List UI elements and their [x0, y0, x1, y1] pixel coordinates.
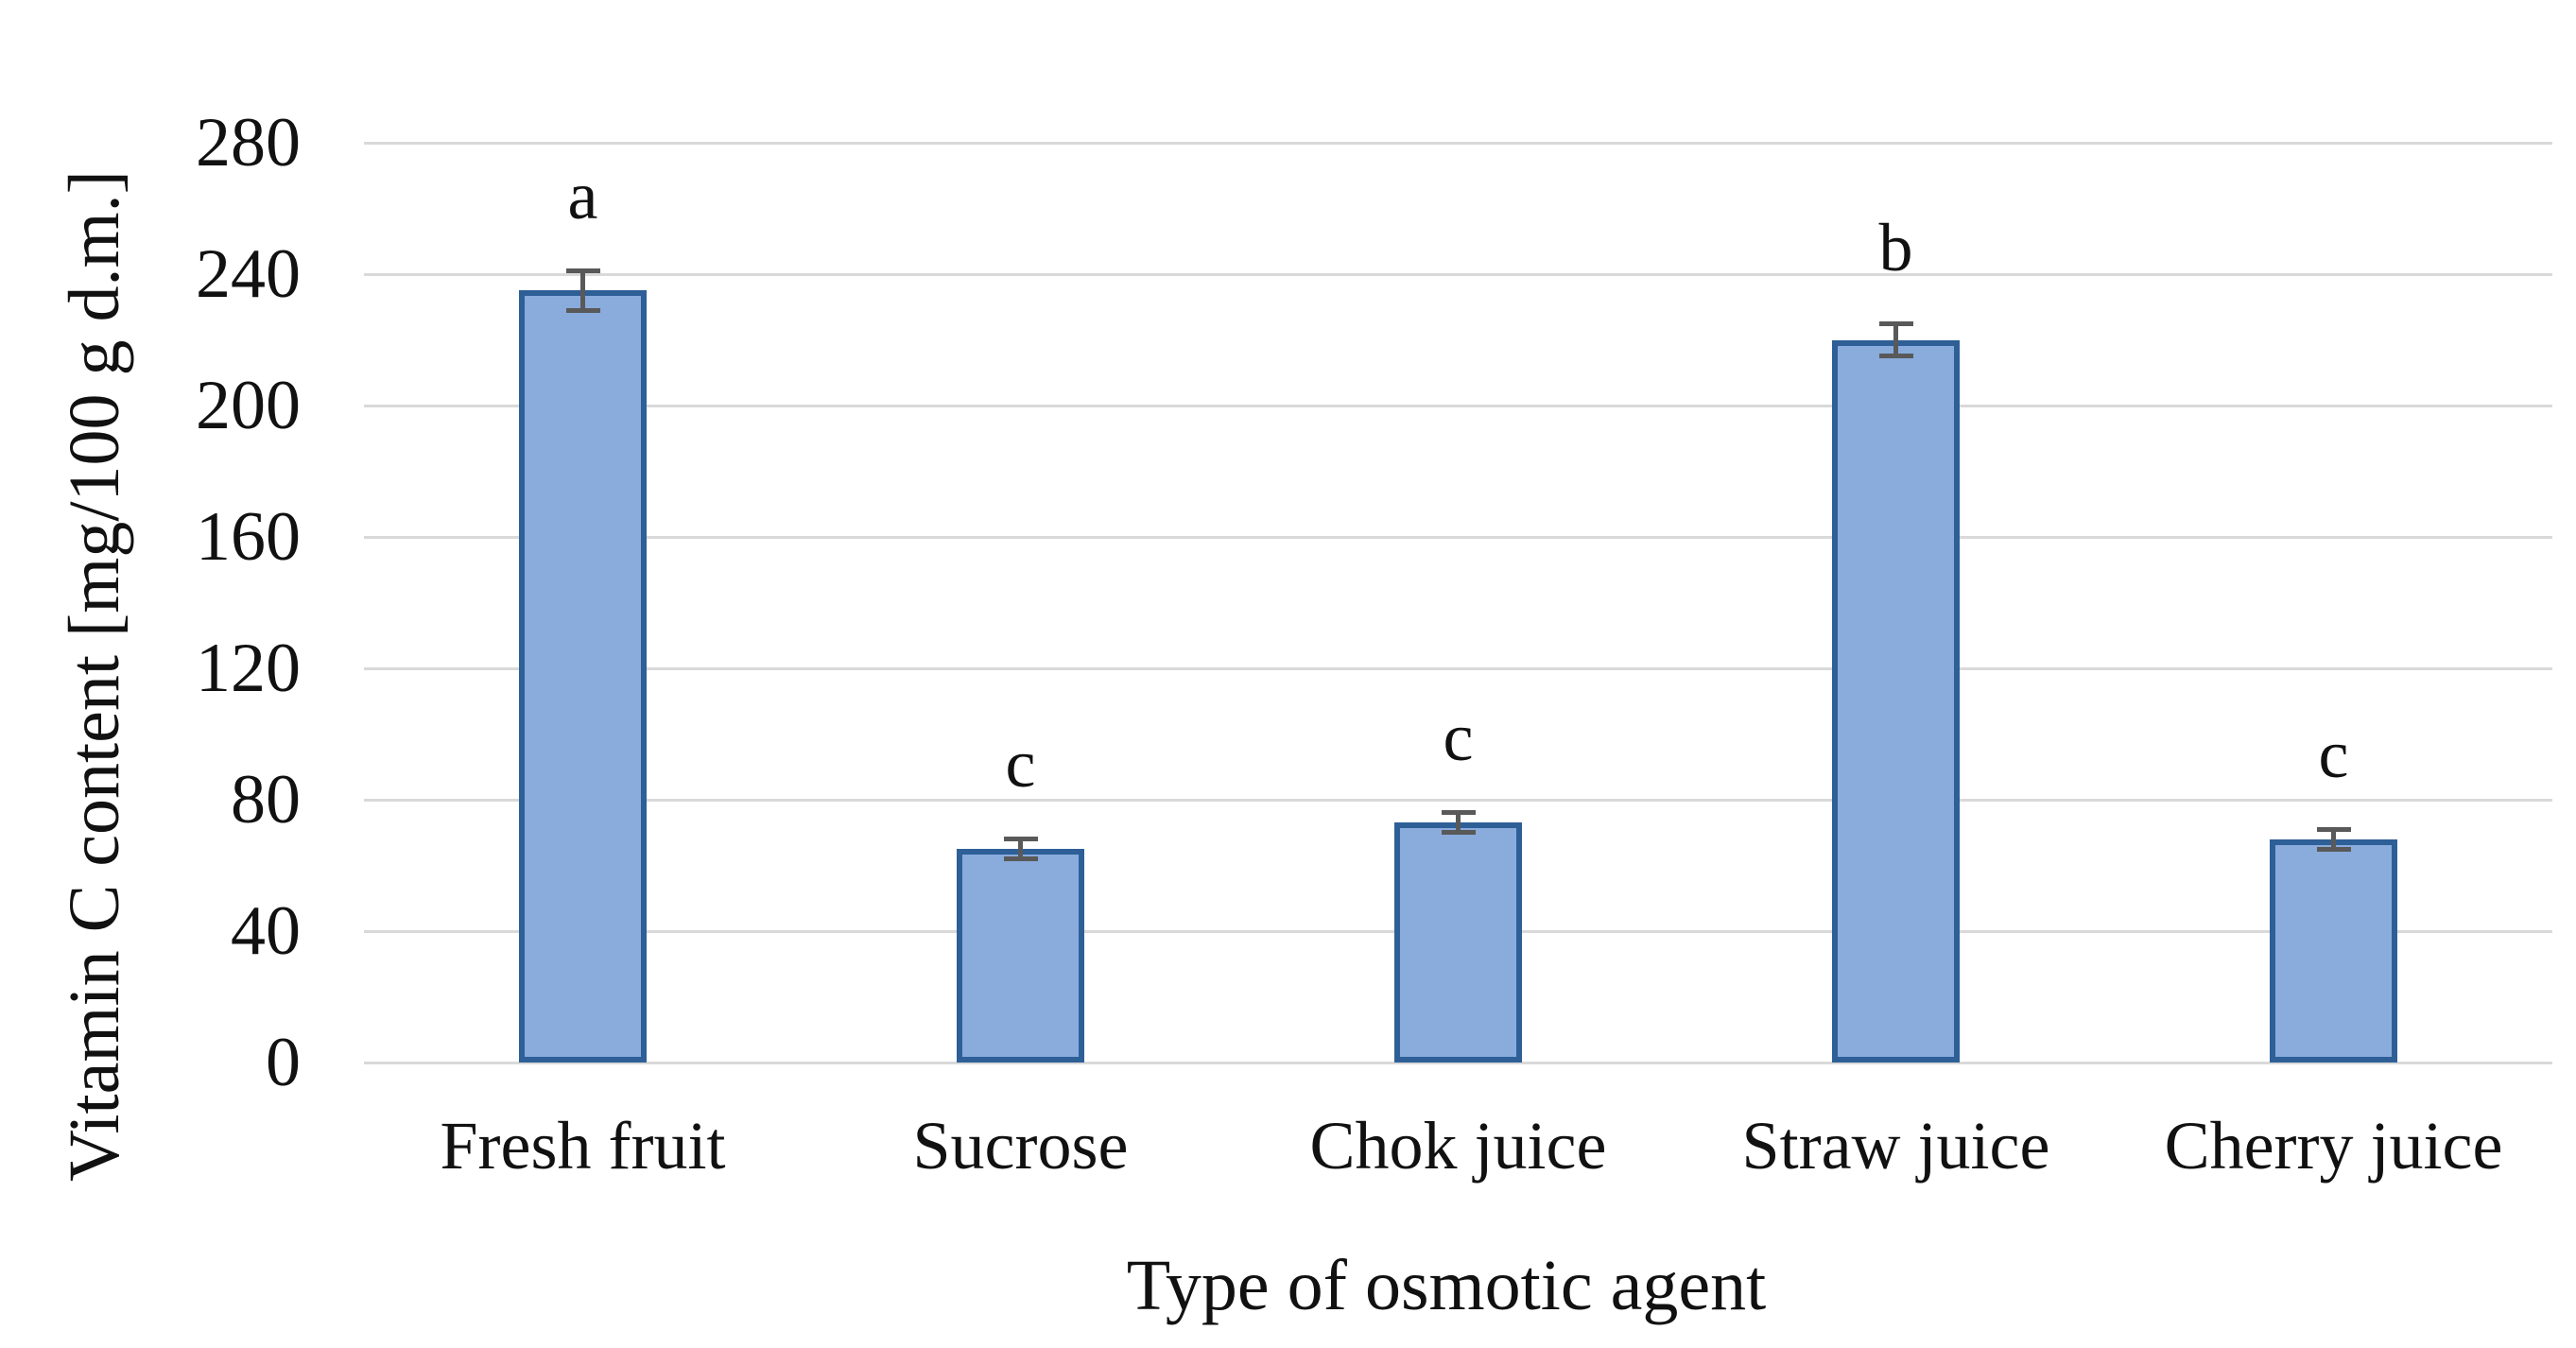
gridline — [364, 272, 2552, 276]
y-tick-label: 240 — [196, 235, 301, 313]
bar — [2270, 838, 2397, 1063]
significance-letter: c — [1005, 726, 1036, 802]
error-bar-line — [2331, 829, 2336, 850]
error-bar-line — [1018, 838, 1023, 859]
x-axis-title: Type of osmotic agent — [1126, 1246, 1767, 1325]
error-bar-line — [1893, 323, 1898, 356]
error-bar-bottom-cap — [2316, 846, 2351, 852]
y-tick-label: 120 — [196, 630, 301, 707]
x-tick-label: Straw juice — [1741, 1108, 2050, 1184]
x-tick-label: Chok juice — [1309, 1108, 1607, 1184]
x-tick-label: Fresh fruit — [440, 1108, 726, 1184]
error-bar-line — [580, 270, 585, 311]
error-bar-top-cap — [1003, 837, 1038, 842]
y-tick-label: 0 — [266, 1024, 301, 1101]
y-tick-label: 160 — [196, 498, 301, 576]
y-tick-label: 40 — [231, 892, 301, 970]
error-bar-top-cap — [1441, 810, 1476, 816]
gridline — [364, 535, 2552, 539]
error-bar-bottom-cap — [1441, 830, 1476, 836]
error-bar-bottom-cap — [1878, 354, 1913, 359]
gridline — [364, 141, 2552, 145]
error-bar-line — [1456, 812, 1461, 833]
error-bar-top-cap — [565, 268, 600, 274]
significance-letter: c — [1443, 700, 1474, 776]
error-bar-bottom-cap — [1003, 856, 1038, 862]
significance-letter: b — [1878, 210, 1913, 286]
gridline — [364, 1061, 2552, 1064]
y-tick-label: 80 — [231, 761, 301, 838]
error-bar-bottom-cap — [565, 307, 600, 313]
error-bar-top-cap — [2316, 826, 2351, 832]
gridline — [364, 666, 2552, 670]
significance-letter: c — [2318, 716, 2349, 792]
bar — [1394, 822, 1522, 1063]
bar — [957, 849, 1084, 1063]
y-tick-label: 200 — [196, 367, 301, 444]
error-bar-top-cap — [1878, 320, 1913, 326]
gridline — [364, 404, 2552, 407]
y-tick-label: 280 — [196, 104, 301, 181]
bar — [519, 290, 647, 1063]
significance-letter: a — [567, 157, 598, 233]
x-tick-label: Sucrose — [912, 1108, 1129, 1184]
gridline — [364, 798, 2552, 802]
x-tick-label: Cherry juice — [2164, 1108, 2503, 1184]
bar — [1832, 339, 1960, 1063]
